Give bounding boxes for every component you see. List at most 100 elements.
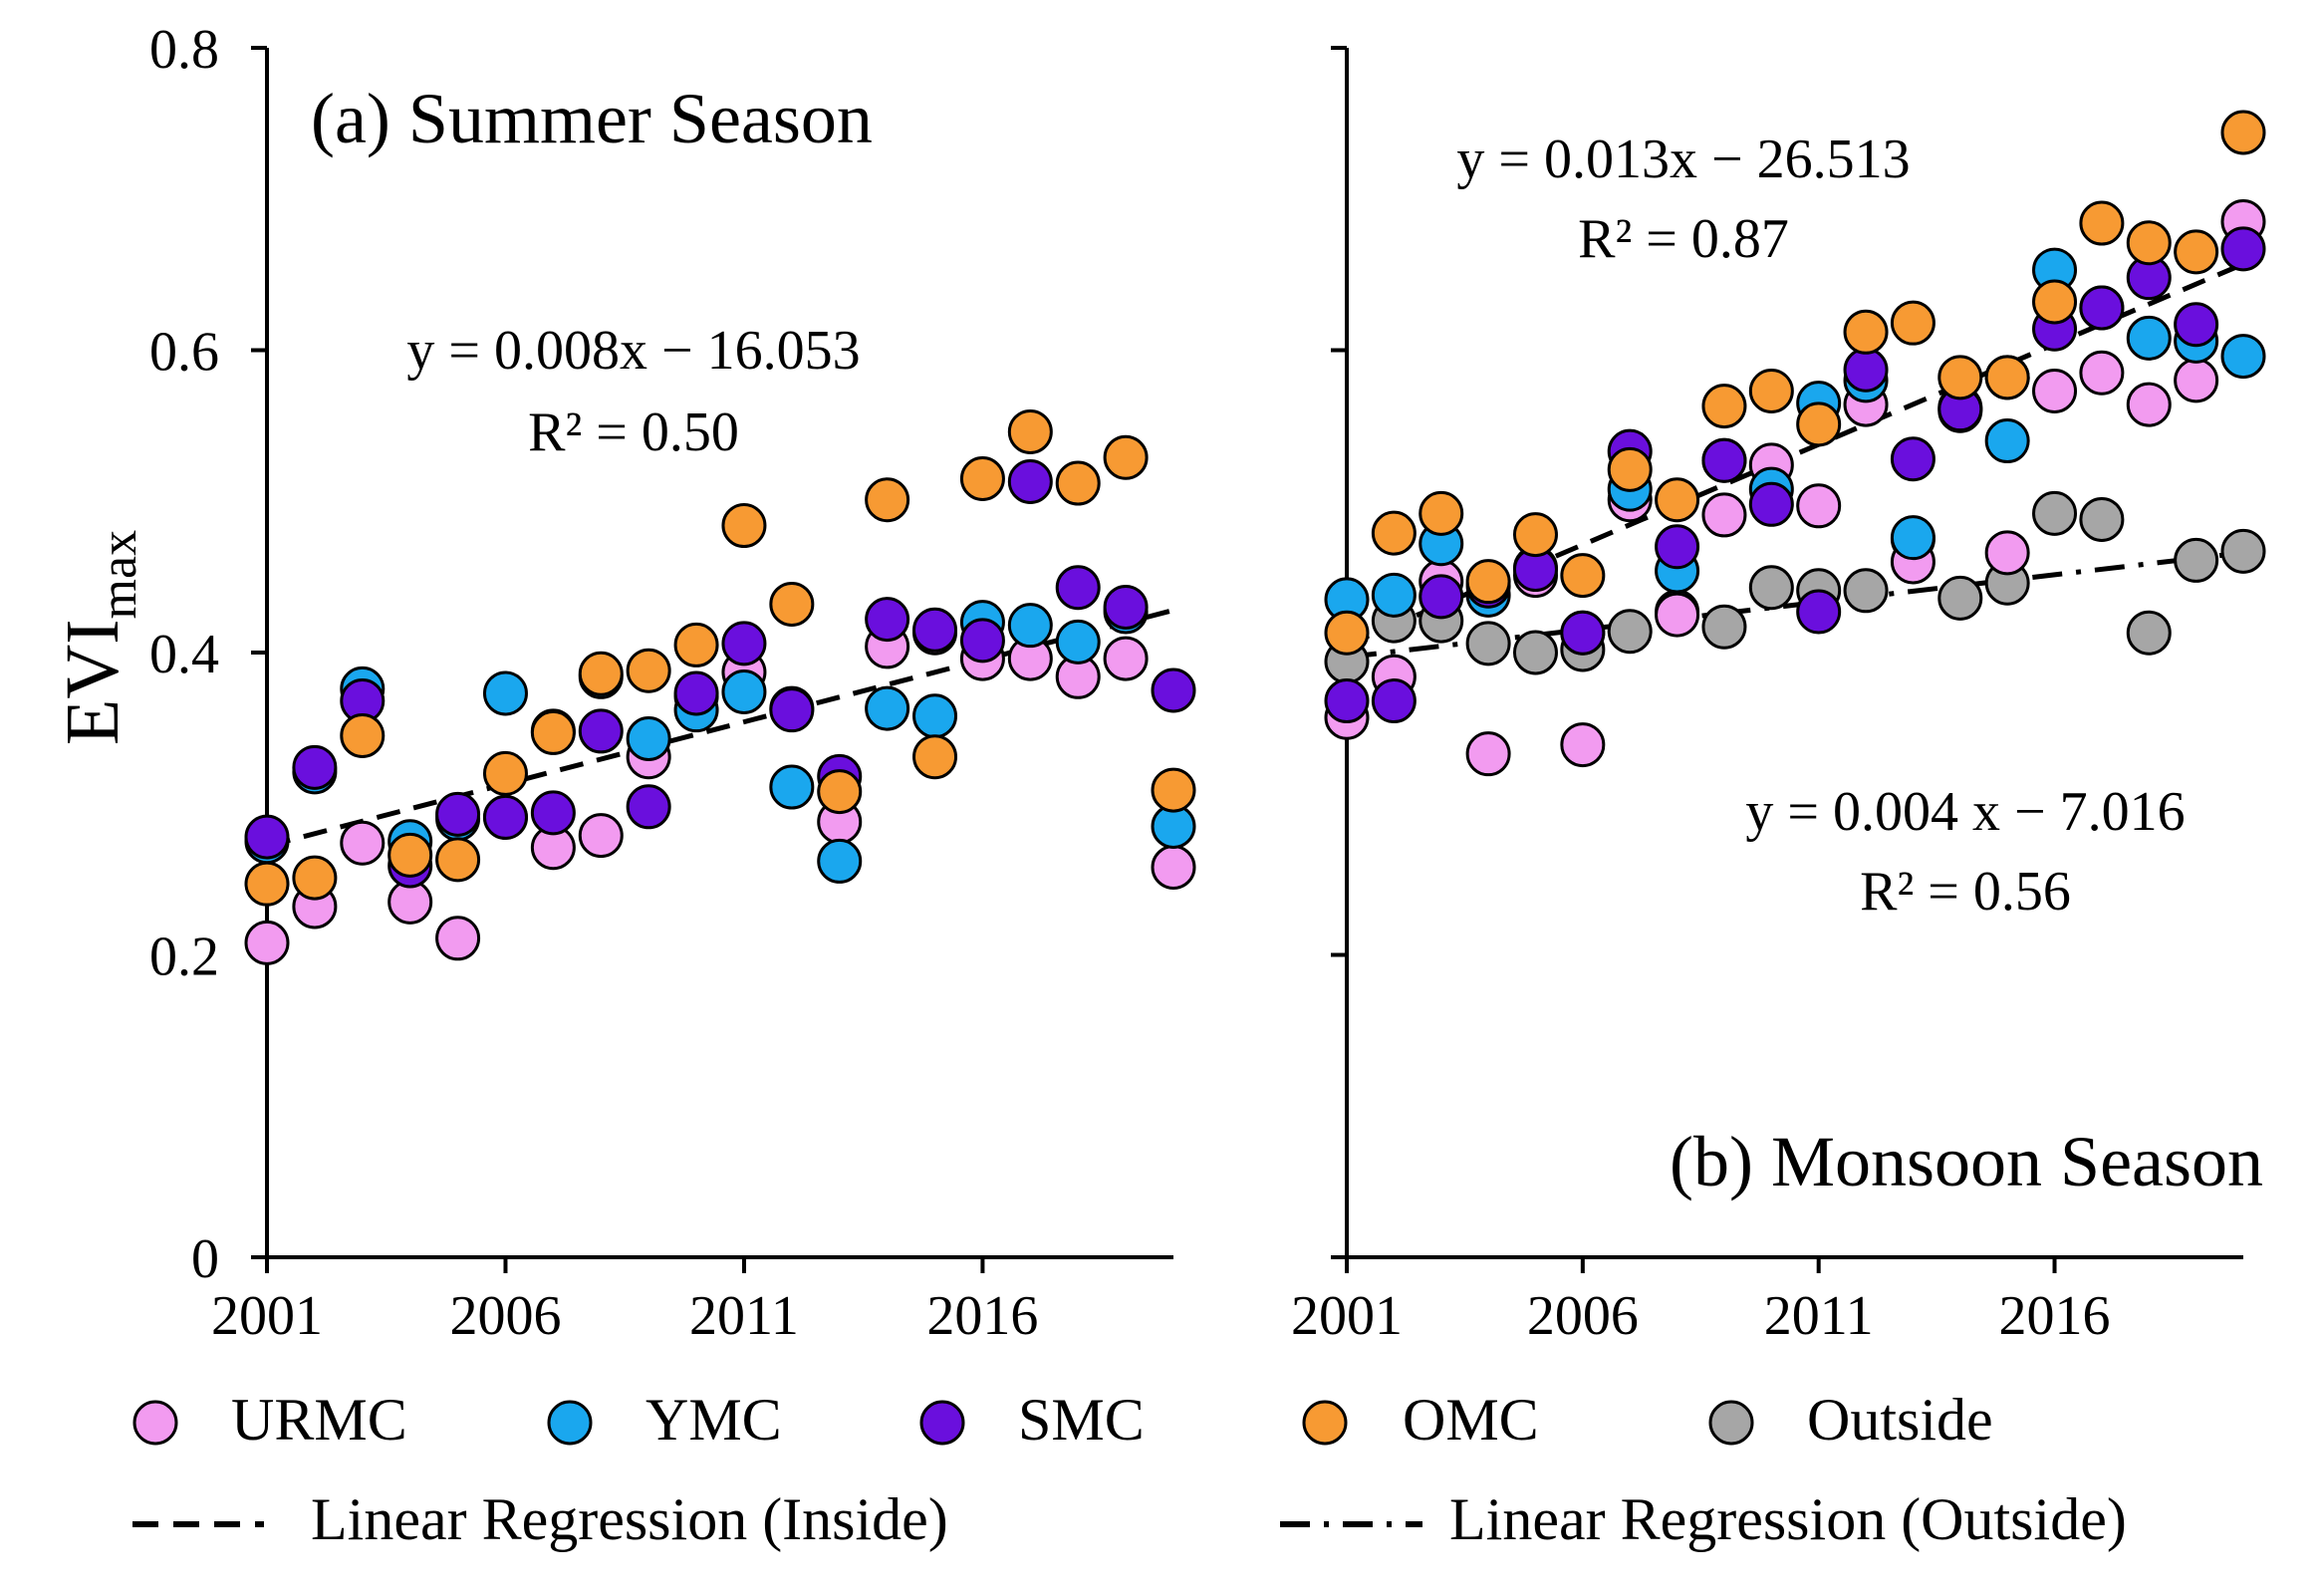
point-smc bbox=[578, 708, 624, 754]
point-ymc bbox=[2220, 334, 2266, 380]
legend-label-outside: Outside bbox=[1807, 1387, 1993, 1453]
panel-a-points bbox=[244, 408, 1196, 965]
y-tick-label: 0.8 bbox=[149, 19, 219, 81]
point-urmc bbox=[1984, 530, 2030, 576]
point-omc bbox=[1324, 610, 1370, 656]
point-omc bbox=[1984, 355, 2030, 400]
point-omc bbox=[1890, 300, 1935, 346]
point-smc bbox=[769, 687, 815, 733]
point-urmc bbox=[1465, 731, 1511, 777]
point-outside bbox=[1937, 575, 1983, 621]
point-omc bbox=[769, 581, 815, 627]
point-smc bbox=[912, 607, 958, 653]
y-axis-label: EVImax bbox=[51, 530, 147, 745]
point-omc bbox=[1103, 434, 1149, 480]
point-smc bbox=[1419, 574, 1464, 620]
point-omc bbox=[2032, 279, 2078, 325]
x-tick-label: 2016 bbox=[926, 1285, 1038, 1347]
panel-a-axes: 0 0.2 0.4 0.6 0.8 2001 2006 2011 2016 bbox=[149, 19, 1173, 1347]
panel-b-outside-equation: y = 0.004 x − 7.016 bbox=[1745, 781, 2185, 843]
point-smc bbox=[292, 744, 338, 790]
point-omc bbox=[1512, 512, 1558, 558]
point-outside bbox=[2220, 528, 2266, 574]
legend-label-urmc: URMC bbox=[231, 1387, 407, 1453]
point-ymc bbox=[769, 764, 815, 810]
y-axis-label-main: EVI bbox=[51, 619, 134, 745]
point-urmc bbox=[2174, 358, 2219, 403]
point-omc bbox=[2079, 200, 2125, 246]
legend-marker-omc bbox=[1302, 1400, 1348, 1446]
point-omc bbox=[1607, 446, 1653, 492]
point-smc bbox=[1843, 347, 1889, 393]
point-smc bbox=[244, 814, 290, 860]
x-tick-label: 2011 bbox=[1764, 1285, 1874, 1347]
point-outside bbox=[1701, 604, 1747, 650]
point-ymc bbox=[1007, 603, 1053, 649]
panel-a-inside-equation: y = 0.008x − 16.053 bbox=[406, 320, 860, 382]
point-outside bbox=[2079, 496, 2125, 542]
point-urmc bbox=[1701, 492, 1747, 538]
point-urmc bbox=[1560, 722, 1606, 768]
point-smc bbox=[865, 597, 910, 643]
legend-label-regression-outside: Linear Regression (Outside) bbox=[1449, 1486, 2127, 1552]
point-omc bbox=[1843, 309, 1889, 355]
point-omc bbox=[959, 455, 1005, 501]
point-omc bbox=[292, 855, 338, 901]
point-urmc bbox=[435, 916, 481, 961]
point-omc bbox=[912, 734, 958, 780]
point-ymc bbox=[482, 670, 528, 716]
point-omc bbox=[1465, 559, 1511, 605]
point-omc bbox=[1701, 384, 1747, 429]
point-smc bbox=[721, 621, 767, 666]
point-smc bbox=[1655, 524, 1700, 570]
point-ymc bbox=[1371, 572, 1417, 618]
x-tick-label: 2011 bbox=[689, 1285, 799, 1347]
point-urmc bbox=[1103, 636, 1149, 681]
point-smc bbox=[1890, 436, 1935, 482]
point-omc bbox=[2220, 110, 2266, 155]
point-omc bbox=[1419, 490, 1464, 536]
point-smc bbox=[1324, 678, 1370, 724]
x-tick-label: 2001 bbox=[211, 1285, 323, 1347]
y-axis-label-subscript: max bbox=[91, 530, 147, 620]
point-outside bbox=[2126, 610, 2172, 656]
point-smc bbox=[1701, 437, 1747, 483]
y-tick-label: 0 bbox=[191, 1228, 219, 1290]
point-smc bbox=[1371, 678, 1417, 724]
point-smc bbox=[1151, 667, 1196, 713]
point-omc bbox=[817, 769, 863, 815]
panel-a-title: (a) Summer Season bbox=[311, 79, 873, 158]
x-tick-label: 2006 bbox=[449, 1285, 561, 1347]
point-urmc bbox=[2032, 368, 2078, 413]
point-outside bbox=[2174, 537, 2219, 583]
point-smc bbox=[530, 790, 576, 836]
point-smc bbox=[1748, 481, 1794, 527]
point-smc bbox=[482, 794, 528, 840]
point-omc bbox=[530, 709, 576, 755]
panel-b-title: (b) Monsoon Season bbox=[1670, 1122, 2263, 1201]
point-omc bbox=[578, 651, 624, 696]
point-urmc bbox=[1151, 844, 1196, 890]
x-tick-label: 2016 bbox=[1999, 1285, 2111, 1347]
point-omc bbox=[1796, 401, 1842, 447]
panel-b-inside-r2: R² = 0.87 bbox=[1578, 208, 1789, 270]
point-ymc bbox=[865, 685, 910, 731]
point-urmc bbox=[578, 813, 624, 859]
point-omc bbox=[387, 832, 433, 878]
point-ymc bbox=[912, 693, 958, 739]
x-tick-label: 2006 bbox=[1527, 1285, 1639, 1347]
panel-b-inside-equation: y = 0.013x − 26.513 bbox=[1456, 129, 1910, 190]
point-outside bbox=[1843, 568, 1889, 614]
point-omc bbox=[435, 837, 481, 883]
point-outside bbox=[1748, 565, 1794, 611]
point-omc bbox=[1655, 477, 1700, 523]
point-omc bbox=[673, 622, 719, 667]
point-omc bbox=[2174, 229, 2219, 275]
point-urmc bbox=[340, 820, 386, 866]
point-smc bbox=[1055, 565, 1101, 611]
point-omc bbox=[244, 861, 290, 907]
point-urmc bbox=[1796, 483, 1842, 529]
point-smc bbox=[673, 670, 719, 716]
point-outside bbox=[1465, 621, 1511, 666]
legend-marker-smc bbox=[919, 1400, 965, 1446]
